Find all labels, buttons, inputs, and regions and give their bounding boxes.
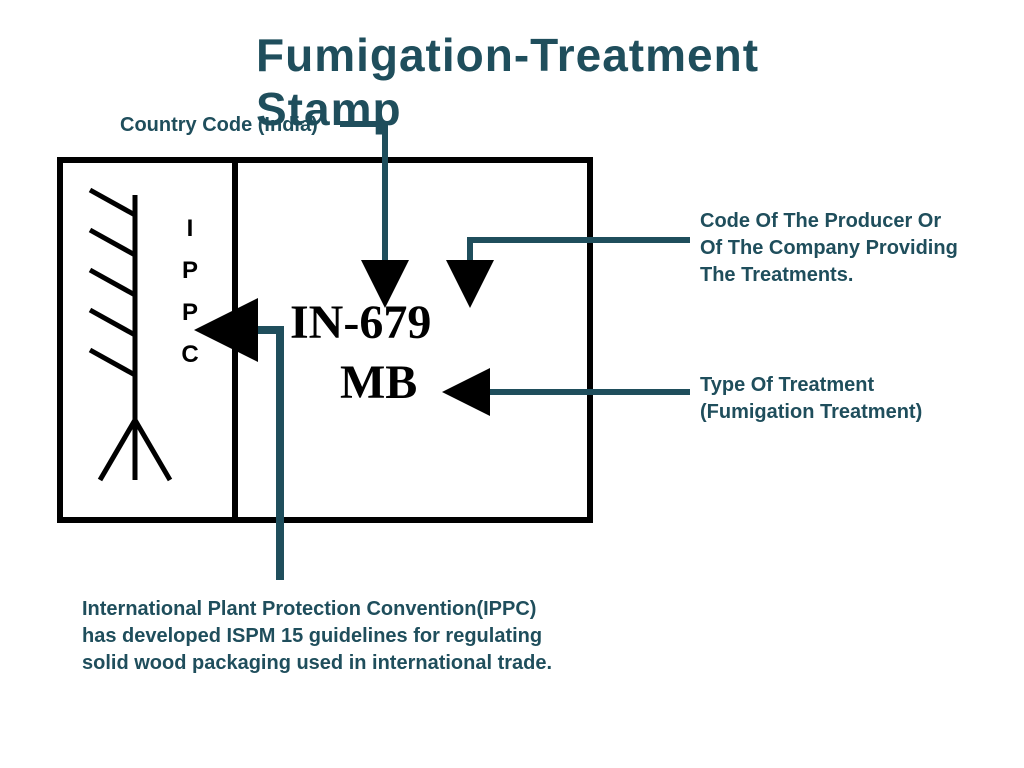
stamp-code-line2: MB [340,355,417,410]
stamp-code-line1: IN-679 [290,295,431,350]
label-ippc-description: International Plant Protection Conventio… [82,596,552,677]
svg-text:I: I [187,215,194,242]
label-treatment-type: Type Of Treatment(Fumigation Treatment) [700,372,922,426]
label-producer-code: Code Of The Producer OrOf The Company Pr… [700,208,958,289]
label-country-code: Country Code (India) [120,112,318,139]
svg-text:C: C [181,341,198,368]
svg-text:P: P [182,257,198,284]
svg-text:P: P [182,299,198,326]
